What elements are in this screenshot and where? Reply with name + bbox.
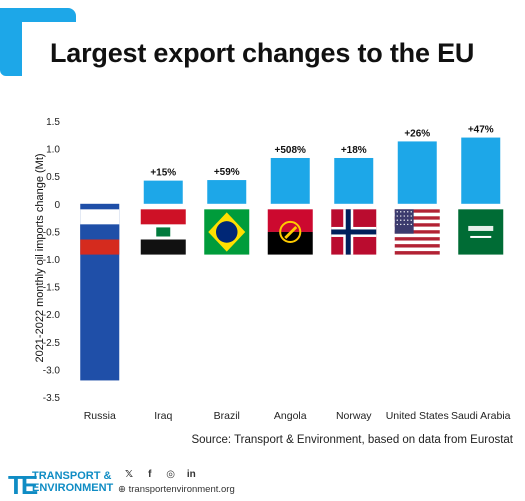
united-states-flag	[394, 209, 440, 255]
website-text: transportenvironment.org	[128, 484, 235, 495]
y-tick-label: -3.5	[43, 393, 61, 404]
bars	[80, 137, 501, 381]
y-tick-label: 0	[54, 200, 60, 211]
linkedin-icon[interactable]: in	[186, 469, 196, 480]
data-label: +508%	[275, 145, 307, 156]
x-category-label: Iraq	[154, 410, 172, 422]
brazil-flag	[204, 209, 250, 255]
bar-chart: 2021-2022 monthly oil imports change (Mt…	[34, 117, 511, 422]
y-tick-label: -1.0	[43, 255, 61, 266]
footer: TE TRANSPORT & ENVIRONMENT 𝕏 f ◎ in ⊕ tr…	[8, 468, 328, 500]
corner-logo-icon	[0, 8, 76, 76]
y-tick-label: -1.5	[43, 283, 61, 294]
bar-united-states	[397, 141, 437, 204]
facebook-icon[interactable]: f	[148, 469, 152, 480]
x-category-label: Norway	[336, 410, 372, 422]
flags	[80, 209, 504, 255]
data-label: +15%	[150, 168, 176, 179]
norway-flag	[331, 209, 377, 255]
page-title: Largest export changes to the EU	[50, 38, 475, 68]
y-tick-label: 1.0	[46, 145, 60, 156]
y-tick-label: 1.5	[46, 117, 60, 128]
y-tick-label: 0.5	[46, 172, 60, 183]
data-label: +18%	[341, 145, 367, 156]
website-link[interactable]: ⊕ transportenvironment.org	[118, 484, 235, 495]
data-label: +47%	[468, 125, 494, 136]
russia-flag	[80, 209, 120, 255]
bar-saudi-arabia	[461, 137, 501, 204]
bar-brazil	[207, 180, 247, 204]
data-label: +59%	[214, 167, 240, 178]
x-category-label: Angola	[274, 410, 307, 422]
y-tick-label: -3.0	[43, 365, 61, 376]
bar-angola	[270, 157, 310, 204]
brand-name-line2: ENVIRONMENT	[32, 482, 114, 494]
x-category-label: United States	[386, 410, 449, 422]
iraq-flag	[140, 209, 186, 255]
y-tick-label: -0.5	[43, 227, 61, 238]
bar-norway	[334, 157, 374, 204]
y-tick-label: -2.5	[43, 338, 61, 349]
y-axis-label: 2021-2022 monthly oil imports change (Mt…	[34, 153, 46, 362]
x-category-label: Russia	[84, 410, 116, 422]
bar-iraq	[143, 180, 183, 204]
data-label: -22%	[88, 385, 111, 396]
x-axis-categories: Russia Iraq Brazil Angola Norway United State…	[84, 410, 511, 422]
source-note: Source: Transport & Environment, based o…	[191, 434, 513, 446]
y-tick-label: -2.0	[43, 310, 61, 321]
y-axis-ticks: 1.5 1.0 0.5 0 -0.5 -1.0 -1.5 -2.0 -2.5 -3.0 -3.5	[43, 117, 61, 404]
brand-name: TRANSPORT & ENVIRONMENT	[32, 470, 113, 494]
data-label: +26%	[404, 128, 430, 139]
brand-name-line1: TRANSPORT &	[32, 470, 112, 482]
angola-flag	[267, 209, 313, 255]
data-labels: -22% +15% +59% +508% +18% +26% +47%	[88, 125, 494, 397]
saudi-arabia-flag	[458, 209, 504, 255]
x-category-label: Brazil	[214, 410, 240, 422]
x-category-label: Saudi Arabia	[451, 410, 511, 422]
brand-logo-icon: TE	[8, 470, 38, 500]
instagram-icon[interactable]: ◎	[166, 469, 175, 480]
twitter-icon[interactable]: 𝕏	[124, 469, 134, 480]
social-links: 𝕏 f ◎ in	[120, 469, 200, 480]
